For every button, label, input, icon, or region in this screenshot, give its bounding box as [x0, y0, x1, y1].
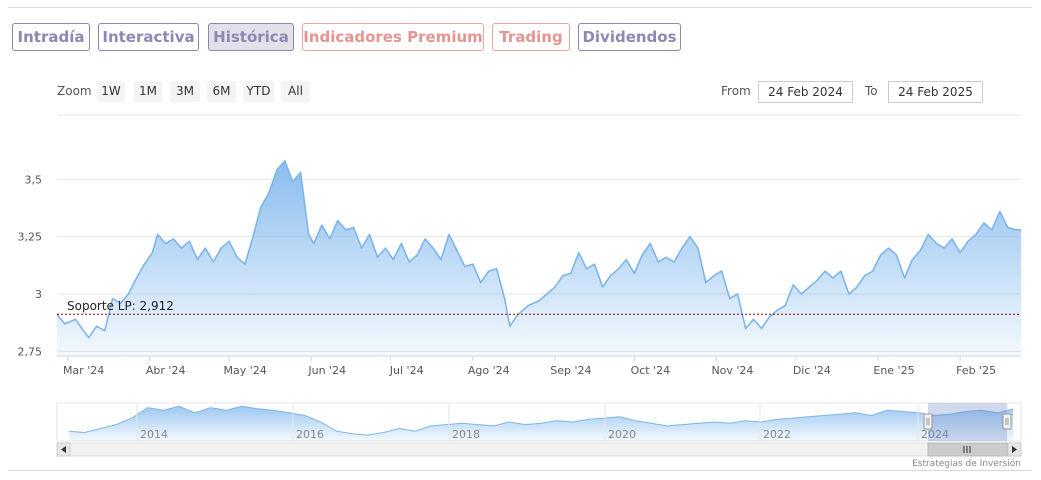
zoom-button-6m[interactable]: 6M: [207, 81, 236, 102]
to-date-input[interactable]: [888, 81, 983, 103]
x-tick-label: Feb '25: [956, 364, 996, 377]
x-tick-label: Abr '24: [146, 364, 186, 377]
y-tick-label: 3: [35, 288, 42, 301]
x-tick-label: Dic '24: [793, 364, 831, 377]
y-tick-label: 3,5: [25, 173, 43, 186]
from-date-input[interactable]: [758, 81, 853, 103]
x-tick-label: Oct '24: [631, 364, 671, 377]
tab-interactiva[interactable]: Interactiva: [98, 23, 199, 51]
top-divider: [8, 7, 1032, 8]
zoom-button-1m[interactable]: 1M: [134, 81, 162, 102]
x-tick-label: Jul '24: [389, 364, 424, 377]
zoom-button-all[interactable]: All: [281, 81, 310, 102]
navigator-tick-label: 2022: [763, 428, 791, 441]
x-tick-label: May '24: [224, 364, 267, 377]
x-tick-label: Jun '24: [307, 364, 346, 377]
credits-text: Estrategias de Inversión: [912, 458, 1021, 469]
price-line: [56, 160, 1021, 339]
tab-intradía[interactable]: Intradía: [12, 23, 90, 51]
zoom-button-ytd[interactable]: YTD: [243, 81, 274, 102]
zoom-button-3m[interactable]: 3M: [170, 81, 200, 102]
support-label: Soporte LP: 2,912: [67, 299, 174, 313]
zoom-label: Zoom: [57, 84, 92, 98]
y-tick-label: 2,75: [18, 345, 43, 358]
from-label: From: [721, 84, 751, 98]
scroll-right-arrow-icon: [1012, 446, 1017, 453]
x-tick-label: Nov '24: [711, 364, 753, 377]
zoom-button-1w[interactable]: 1W: [97, 81, 125, 102]
navigator-selected-range[interactable]: [928, 403, 1007, 441]
navigator-tick-label: 2014: [140, 428, 168, 441]
tab-indicadores-premium[interactable]: Indicadores Premium: [302, 23, 484, 51]
navigator-right-handle[interactable]: [1002, 413, 1012, 430]
navigator-line: [68, 405, 1014, 436]
tab-trading[interactable]: Trading: [492, 23, 570, 51]
price-area: [57, 160, 1021, 356]
scroll-left-arrow-icon: [61, 446, 66, 453]
x-tick-label: Sep '24: [550, 364, 591, 377]
tab-dividendos[interactable]: Dividendos: [578, 23, 681, 51]
bottom-divider: [8, 470, 1032, 471]
x-tick-label: Mar '24: [63, 364, 104, 377]
navigator-tick-label: 2020: [608, 428, 636, 441]
tab-histórica[interactable]: Histórica: [208, 23, 294, 51]
to-label: To: [865, 84, 878, 98]
x-tick-label: Ene '25: [873, 364, 914, 377]
x-tick-label: Ago '24: [468, 364, 510, 377]
navigator-tick-label: 2024: [921, 428, 949, 441]
y-tick-label: 3,25: [18, 231, 43, 244]
navigator-tick-label: 2016: [296, 428, 324, 441]
scrollbar-track[interactable]: [56, 442, 1022, 457]
navigator-tick-label: 2018: [452, 428, 480, 441]
navigator-left-handle[interactable]: [923, 413, 933, 430]
